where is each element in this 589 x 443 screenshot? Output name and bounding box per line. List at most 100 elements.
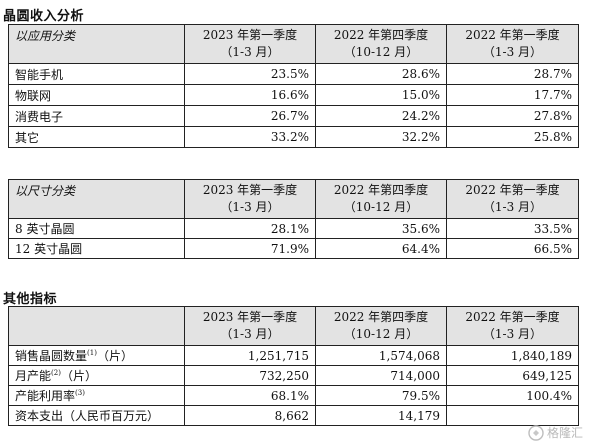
gelonghui-logo-icon: [528, 424, 544, 441]
section-title-wafer-revenue: 晶圆收入分析: [3, 9, 85, 24]
row-label: 销售晶圆数量: [15, 349, 88, 363]
value-cell: 27.8%: [446, 105, 579, 127]
value-cell: 28.6%: [315, 63, 447, 85]
row-label-cell: 8 英寸晶圆: [8, 218, 185, 239]
table-row: 消费电子 26.7% 24.2% 27.8%: [8, 105, 579, 127]
value-cell: 35.6%: [315, 218, 447, 239]
application-header-row: 以应用分类 2023 年第一季度 （1-3 月） 2022 年第四季度 （10-12 月…: [8, 24, 579, 64]
value-cell: 100.4%: [446, 385, 579, 406]
table-row: 销售晶圆数量(1)（片） 1,251,715 1,574,068 1,840,189: [8, 345, 579, 366]
value-cell: 24.2%: [315, 105, 447, 127]
period-months: （10-12 月）: [343, 327, 419, 341]
value-cell: 28.1%: [184, 218, 316, 239]
period-months: （10-12 月）: [343, 45, 419, 59]
row-unit: （片）: [60, 369, 97, 383]
application-period-header: 2022 年第一季度 （1-3 月）: [446, 24, 579, 64]
period-year-quarter: 2023 年第一季度: [202, 28, 298, 42]
indicators-corner-label: [8, 306, 185, 346]
footnote-marker: (3): [75, 389, 85, 397]
table-row: 资本支出（人民币百万元） 8,662 14,179: [8, 405, 579, 426]
row-label-cell: 12 英寸晶圆: [8, 238, 185, 259]
table-row: 12 英寸晶圆 71.9% 64.4% 66.5%: [8, 238, 579, 259]
period-year-quarter: 2023 年第一季度: [202, 183, 298, 197]
value-cell: 68.1%: [184, 385, 316, 406]
row-label-cell: 消费电子: [8, 105, 185, 127]
row-label-cell: 销售晶圆数量(1)（片）: [8, 345, 185, 366]
period-year-quarter: 2023 年第一季度: [202, 310, 298, 324]
table-row: 产能利用率(3) 68.1% 79.5% 100.4%: [8, 385, 579, 406]
row-label-cell: 资本支出（人民币百万元）: [8, 405, 185, 426]
row-unit: （片）: [96, 349, 133, 363]
size-corner-label: 以尺寸分类: [8, 179, 185, 219]
application-period-header: 2023 年第一季度 （1-3 月）: [184, 24, 316, 64]
row-label-cell: 产能利用率(3): [8, 385, 185, 406]
row-label: 月产能: [15, 369, 52, 383]
table-row: 其它 33.2% 32.2% 25.8%: [8, 126, 579, 148]
footnote-marker: (2): [51, 369, 61, 377]
value-cell: 14,179: [315, 405, 447, 426]
value-cell: 714,000: [315, 365, 447, 386]
indicators-period-header: 2023 年第一季度 （1-3 月）: [184, 306, 316, 346]
row-label-cell: 月产能(2)（片）: [8, 365, 185, 386]
row-label-cell: 智能手机: [8, 63, 185, 85]
table-row: 智能手机 23.5% 28.6% 28.7%: [8, 63, 579, 85]
value-cell: 15.0%: [315, 84, 447, 106]
period-months: （10-12 月）: [343, 200, 419, 214]
row-label: 物联网: [15, 88, 52, 103]
application-period-header: 2022 年第四季度 （10-12 月）: [315, 24, 447, 64]
size-period-header: 2023 年第一季度 （1-3 月）: [184, 179, 316, 219]
size-revenue-table: 以尺寸分类 2023 年第一季度 （1-3 月） 2022 年第四季度 （10-12 月…: [8, 179, 579, 259]
section-title-other-indicators: 其他指标: [3, 292, 58, 307]
period-year-quarter: 2022 年第一季度: [465, 183, 560, 197]
period-months: （1-3 月）: [482, 327, 543, 341]
value-cell: 1,840,189: [446, 345, 579, 366]
indicators-period-header: 2022 年第四季度 （10-12 月）: [315, 306, 447, 346]
value-cell: 33.5%: [446, 218, 579, 239]
row-label: 12 英寸晶圆: [15, 242, 83, 256]
application-corner-label: 以应用分类: [8, 24, 185, 64]
row-label: 智能手机: [15, 67, 64, 82]
value-cell: 16.6%: [184, 84, 316, 106]
value-cell: 66.5%: [446, 238, 579, 259]
row-label-cell: 其它: [8, 126, 185, 148]
value-cell: 1,574,068: [315, 345, 447, 366]
other-indicators-table: 2023 年第一季度 （1-3 月） 2022 年第四季度 （10-12 月） 2022…: [8, 306, 579, 426]
value-cell: 732,250: [184, 365, 316, 386]
value-cell: 17.7%: [446, 84, 579, 106]
table-row: 8 英寸晶圆 28.1% 35.6% 33.5%: [8, 218, 579, 239]
period-months: （1-3 月）: [482, 45, 543, 59]
value-cell: 1,251,715: [184, 345, 316, 366]
application-revenue-table: 以应用分类 2023 年第一季度 （1-3 月） 2022 年第四季度 （10-12 月…: [8, 24, 579, 148]
watermark: 格隆汇: [528, 424, 583, 441]
period-months: （1-3 月）: [220, 200, 280, 214]
period-months: （1-3 月）: [482, 200, 543, 214]
period-year-quarter: 2022 年第四季度: [333, 310, 429, 324]
period-year-quarter: 2022 年第一季度: [465, 310, 560, 324]
value-cell: 71.9%: [184, 238, 316, 259]
size-period-header: 2022 年第一季度 （1-3 月）: [446, 179, 579, 219]
row-label: 其它: [15, 130, 40, 145]
indicators-header-row: 2023 年第一季度 （1-3 月） 2022 年第四季度 （10-12 月） 2022…: [8, 306, 579, 346]
value-cell: 79.5%: [315, 385, 447, 406]
value-cell: 8,662: [184, 405, 316, 426]
period-year-quarter: 2022 年第一季度: [465, 28, 560, 42]
footnote-marker: (1): [87, 349, 97, 357]
value-cell: 32.2%: [315, 126, 447, 148]
row-label: 产能利用率: [15, 389, 76, 403]
period-months: （1-3 月）: [220, 327, 280, 341]
watermark-text: 格隆汇: [546, 426, 583, 440]
period-months: （1-3 月）: [220, 45, 280, 59]
value-cell: 23.5%: [184, 63, 316, 85]
value-cell: 64.4%: [315, 238, 447, 259]
indicators-period-header: 2022 年第一季度 （1-3 月）: [446, 306, 579, 346]
table-row: 月产能(2)（片） 732,250 714,000 649,125: [8, 365, 579, 386]
value-cell: 28.7%: [446, 63, 579, 85]
size-period-header: 2022 年第四季度 （10-12 月）: [315, 179, 447, 219]
value-cell: [446, 405, 579, 426]
table-row: 物联网 16.6% 15.0% 17.7%: [8, 84, 579, 106]
row-label: 8 英寸晶圆: [15, 222, 75, 236]
value-cell: 25.8%: [446, 126, 579, 148]
period-year-quarter: 2022 年第四季度: [333, 183, 429, 197]
row-label: 消费电子: [15, 109, 64, 124]
value-cell: 649,125: [446, 365, 579, 386]
